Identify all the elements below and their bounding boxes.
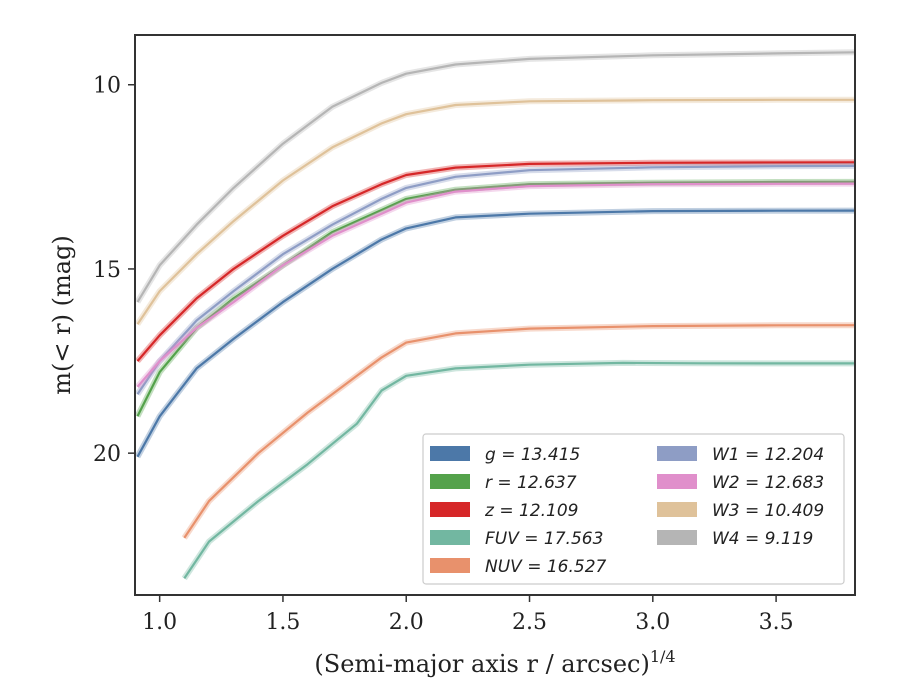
x-axis: 1.0 1.5 2.0 2.5 3.0 3.5 [142,595,794,635]
x-tick-label-4: 3.0 [635,610,670,635]
legend-swatch-6 [657,474,697,489]
legend-label-8: W4 = 9.119 [712,529,813,549]
series-line-7 [136,98,855,325]
x-tick-label-0: 1.0 [142,610,177,635]
series-line-3 [183,361,855,580]
x-tick-label-1: 1.5 [265,610,300,635]
legend-swatch-4 [430,558,470,573]
y-axis-label: m(< r) (mag) [48,235,76,394]
series-line-6 [136,182,855,388]
plot-frame [134,34,856,596]
legend-label-2: z = 12.109 [484,501,578,521]
y-tick-label-0: 10 [93,74,121,99]
legend-swatch-1 [430,474,470,489]
legend-label-1: r = 12.637 [485,473,577,493]
x-axis-label: (Semi-major axis r / arcsec)1/4 [314,647,675,678]
x-axis-label-exponent: 1/4 [650,647,676,666]
legend-swatch-3 [430,530,470,545]
legend-swatch-2 [430,502,470,517]
y-tick-label-1: 15 [93,258,121,283]
legend-swatch-5 [657,446,697,461]
legend-label-3: FUV = 17.563 [485,529,603,549]
x-tick-label-2: 2.0 [389,610,424,635]
series-line-5 [136,164,855,395]
legend-label-0: g = 13.415 [485,445,580,465]
series-line-0 [136,209,855,458]
legend-label-4: NUV = 16.527 [485,557,607,577]
legend-label-5: W1 = 12.204 [712,445,824,465]
x-tick-label-3: 2.5 [512,610,547,635]
legend-frame [422,433,845,585]
series-line-4 [183,324,855,539]
y-axis: 10 15 20 [93,74,135,467]
series-band-5 [135,162,855,396]
legend: g = 13.415 r = 12.637 z = 12.109 FUV = 17.5… [422,433,845,585]
plot-lines [135,49,855,581]
series-line-8 [136,51,855,303]
legend-swatch-8 [657,530,697,545]
legend-label-7: W3 = 10.409 [712,501,824,521]
y-tick-label-2: 20 [93,442,121,467]
legend-swatch-0 [430,446,470,461]
series-line-2 [136,161,855,362]
legend-label-6: W2 = 12.683 [712,473,824,493]
legend-swatch-7 [657,502,697,517]
x-tick-label-5: 3.5 [759,610,794,635]
